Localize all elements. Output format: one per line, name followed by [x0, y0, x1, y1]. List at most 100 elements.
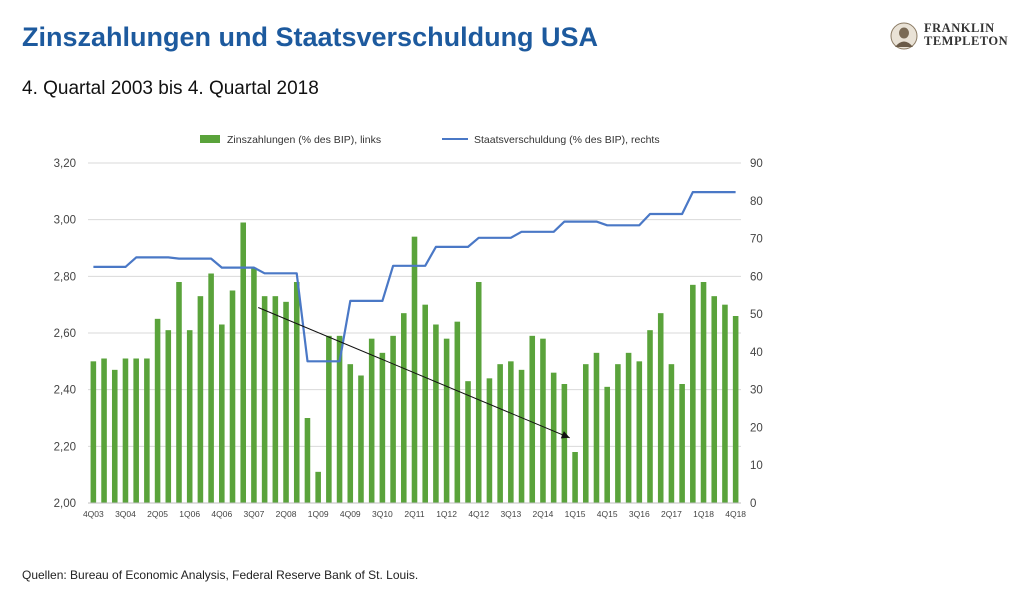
bar [529, 335, 536, 503]
x-tick-label: 3Q04 [115, 509, 136, 519]
bar [165, 330, 172, 503]
bar [561, 384, 568, 503]
y-right-tick-label: 90 [750, 158, 763, 170]
y-right-tick-label: 80 [750, 196, 763, 208]
bar [90, 361, 97, 503]
bar [326, 335, 332, 503]
franklin-templeton-logo: FRANKLIN TEMPLETON [890, 22, 1020, 52]
bar [186, 330, 193, 503]
bar [690, 284, 696, 503]
bar [197, 296, 204, 503]
bar [443, 338, 450, 503]
y-right-tick-label: 20 [750, 422, 763, 434]
legend-label-staatsverschuldung: Staatsverschuldung (% des BIP), rechts [474, 134, 660, 146]
bar [700, 282, 707, 503]
bar [422, 304, 428, 503]
x-tick-label: 3Q16 [629, 509, 650, 519]
bar [550, 372, 557, 503]
bar [486, 378, 493, 503]
y-left-tick-label: 2,00 [54, 498, 76, 510]
x-tick-label: 4Q12 [468, 509, 489, 519]
bar [657, 313, 664, 503]
x-tick-label: 4Q15 [597, 509, 618, 519]
bar [475, 282, 482, 503]
y-right-tick-label: 10 [750, 460, 763, 472]
logo-line-2: TEMPLETON [924, 34, 1009, 48]
bar-series-zinszahlungen [90, 222, 739, 503]
bar [315, 471, 321, 503]
x-axis: 4Q03 3Q04 2Q05 1Q06 4Q06 3Q07 2Q08 1Q09 4Q09 3Q10… [83, 502, 746, 519]
y-axis-left: 2,00 2,20 2,40 2,60 2,80 3,00 3,20 [54, 158, 76, 510]
bar [111, 369, 118, 503]
bar [293, 282, 300, 503]
y-left-tick-label: 3,20 [54, 158, 76, 170]
y-right-tick-label: 40 [750, 347, 763, 359]
x-tick-label: 1Q15 [565, 509, 586, 519]
y-left-tick-label: 3,00 [54, 215, 76, 227]
x-tick-label: 1Q12 [436, 509, 457, 519]
bar [540, 338, 546, 503]
y-right-tick-label: 0 [750, 498, 756, 510]
bar [347, 364, 354, 503]
page-subtitle: 4. Quartal 2003 bis 4. Quartal 2018 [22, 78, 319, 99]
y-left-tick-label: 2,60 [54, 328, 76, 340]
bar [208, 273, 214, 503]
bar [497, 364, 503, 503]
bar [572, 452, 578, 503]
x-tick-label: 4Q18 [725, 509, 746, 519]
bar [508, 361, 514, 503]
bar [465, 381, 471, 503]
bar [272, 296, 279, 503]
bar [390, 335, 396, 503]
bar [358, 375, 364, 503]
y-right-tick-label: 70 [750, 234, 763, 246]
bar [711, 296, 718, 503]
bar [732, 316, 739, 503]
bar [144, 358, 150, 503]
trend-arrow [258, 307, 570, 439]
x-tick-label: 1Q18 [693, 509, 714, 519]
legend-swatch-zinszahlungen [200, 135, 220, 143]
x-tick-label: 3Q10 [372, 509, 393, 519]
y-right-tick-label: 30 [750, 385, 763, 397]
bar [154, 318, 161, 503]
bar [454, 321, 461, 503]
x-tick-label: 2Q11 [404, 509, 424, 519]
bar [593, 352, 600, 503]
bar [304, 418, 311, 503]
y-left-tick-label: 2,40 [54, 385, 76, 397]
arrow-shaft [258, 307, 570, 439]
portrait-medallion-icon [890, 22, 918, 50]
x-tick-label: 2Q05 [147, 509, 168, 519]
bar [101, 358, 107, 503]
bar [229, 290, 236, 503]
bar [625, 352, 632, 503]
bar [647, 330, 653, 503]
bar [219, 324, 225, 503]
x-tick-label: 4Q09 [340, 509, 361, 519]
bar [636, 361, 643, 503]
bar [379, 352, 386, 503]
x-tick-label: 2Q17 [661, 509, 682, 519]
bar [722, 304, 728, 503]
bar [433, 324, 439, 503]
x-tick-label: 4Q06 [211, 509, 232, 519]
y-left-tick-label: 2,80 [54, 271, 76, 283]
line-series-staatsverschuldung [93, 191, 736, 363]
bar [615, 364, 621, 503]
bar [240, 222, 247, 503]
bar [368, 338, 375, 503]
arrow-head [560, 431, 570, 439]
bar [668, 364, 675, 503]
y-right-tick-label: 50 [750, 309, 763, 321]
chart-legend: Zinszahlungen (% des BIP), links Staatsv… [200, 134, 660, 146]
x-tick-label: 2Q14 [533, 509, 554, 519]
logo-line-1: FRANKLIN [924, 21, 995, 35]
x-tick-label: 2Q08 [276, 509, 297, 519]
bar [133, 358, 139, 503]
bar [261, 296, 268, 503]
page-title: Zinszahlungen und Staatsverschuldung USA [22, 22, 599, 52]
y-left-tick-label: 2,20 [54, 441, 76, 453]
x-tick-label: 1Q06 [179, 509, 200, 519]
